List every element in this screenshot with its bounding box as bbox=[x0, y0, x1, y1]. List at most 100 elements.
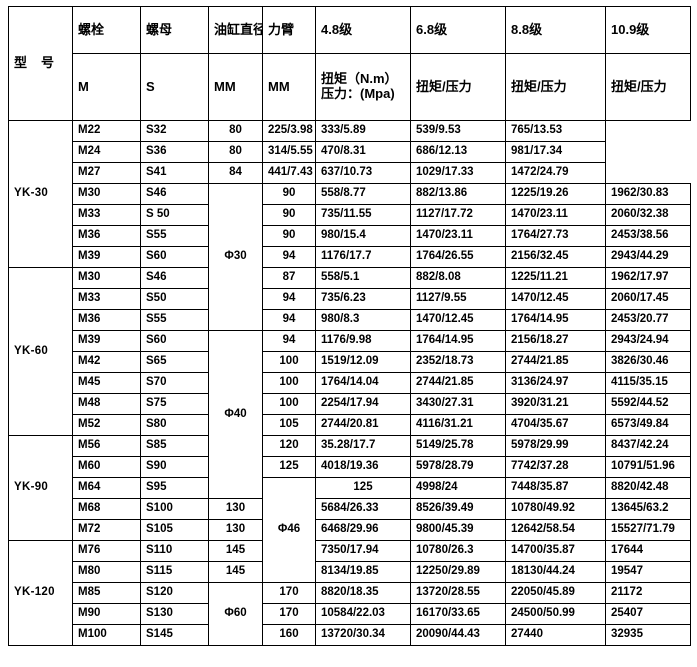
table-row: M30 S46 Φ30 90 558/8.77 882/13.86 1225/19.26 19… bbox=[9, 183, 691, 331]
lever-arm-cell: 90 bbox=[262, 183, 316, 205]
value-grade-4-8-cell: 4998/24 bbox=[410, 477, 506, 499]
value-grade-8-8-cell: 3920/31.21 bbox=[505, 393, 606, 415]
table-row: M33 S50 94 735/6.23 1127/9.55 1470/12.45 2060/… bbox=[9, 288, 691, 310]
bolt-size-cell: M60 bbox=[72, 456, 141, 478]
value-grade-10-9-cell: 25407 bbox=[605, 603, 691, 625]
value-grade-6-8-cell: 882/8.08 bbox=[410, 267, 506, 289]
value-grade-10-9-cell: 2943/44.29 bbox=[605, 246, 691, 268]
table-row: M39 S60 Φ40 94 1176/9.98 1764/14.95 2156/18.27… bbox=[9, 330, 691, 499]
lever-arm-cell: 145 bbox=[208, 540, 263, 562]
table-row: M27 S41 84 441/7.43 637/10.73 1029/17.33 1472/… bbox=[9, 162, 691, 184]
nut-size-cell: S85 bbox=[140, 435, 209, 457]
bolt-size-cell: M52 bbox=[72, 414, 141, 436]
value-grade-6-8-cell: 637/10.73 bbox=[315, 162, 411, 184]
value-grade-10-9-cell: 1962/17.97 bbox=[605, 267, 691, 289]
value-grade-8-8-cell: 3136/24.97 bbox=[505, 372, 606, 394]
bolt-size-cell: M30 bbox=[72, 267, 141, 289]
value-grade-8-8-cell: 7742/37.28 bbox=[505, 456, 606, 478]
header-nut: 螺母 bbox=[140, 6, 209, 54]
value-grade-6-8-cell: 3430/27.31 bbox=[410, 393, 506, 415]
value-grade-10-9-cell: 15527/71.79 bbox=[605, 519, 691, 541]
value-grade-4-8-cell: 735/11.55 bbox=[315, 204, 411, 226]
value-grade-6-8-cell: 2744/21.85 bbox=[410, 372, 506, 394]
nut-size-cell: S95 bbox=[140, 477, 209, 499]
value-grade-6-8-cell: 7448/35.87 bbox=[505, 477, 606, 499]
value-grade-8-8-cell: 1470/23.11 bbox=[505, 204, 606, 226]
value-grade-6-8-cell: 1127/9.55 bbox=[410, 288, 506, 310]
value-grade-10-9-cell: 1962/30.83 bbox=[605, 183, 691, 205]
bolt-size-cell: M30 bbox=[72, 183, 141, 205]
value-grade-8-8-cell: 8820/42.48 bbox=[605, 477, 691, 499]
value-grade-8-8-cell: 1764/27.73 bbox=[505, 225, 606, 247]
nut-size-cell: S65 bbox=[140, 351, 209, 373]
nut-size-cell: S105 bbox=[140, 519, 209, 541]
value-grade-8-8-cell: 4704/35.67 bbox=[505, 414, 606, 436]
value-grade-4-8-cell: 10584/22.03 bbox=[315, 603, 411, 625]
nut-size-cell: S36 bbox=[140, 141, 209, 163]
value-grade-4-8-cell: 558/5.1 bbox=[315, 267, 411, 289]
value-grade-10-9-cell: 1472/24.79 bbox=[505, 162, 606, 184]
nut-size-cell: S60 bbox=[140, 330, 209, 352]
value-grade-4-8-cell: 558/8.77 bbox=[315, 183, 411, 205]
table-row: M36 S55 90 980/15.4 1470/23.11 1764/27.73 2453… bbox=[9, 225, 691, 247]
nut-size-cell: S 50 bbox=[140, 204, 209, 226]
nut-size-cell: S55 bbox=[140, 309, 209, 331]
value-grade-10-9-cell: 2453/38.56 bbox=[605, 225, 691, 247]
cylinder-diameter-cell: Φ40 bbox=[208, 330, 263, 499]
value-grade-4-8-cell: 5684/26.33 bbox=[315, 498, 411, 520]
value-grade-4-8-cell: 441/7.43 bbox=[262, 162, 316, 184]
value-grade-8-8-cell: 1225/11.21 bbox=[505, 267, 606, 289]
value-grade-4-8-cell: 7350/17.94 bbox=[315, 540, 411, 562]
lever-arm-cell: 170 bbox=[262, 582, 316, 604]
nut-size-cell: S115 bbox=[140, 561, 209, 583]
table-row: M48 S75 100 2254/17.94 3430/27.31 3920/31.21 5… bbox=[9, 393, 691, 415]
value-grade-6-8-cell: 13720/28.55 bbox=[410, 582, 506, 604]
unit-bolt-m: M bbox=[72, 53, 141, 121]
value-grade-6-8-cell: 333/5.89 bbox=[315, 120, 411, 142]
unit-torque-pressure-10-9: 扭矩/压力 bbox=[605, 53, 691, 121]
bolt-size-cell: M39 bbox=[72, 246, 141, 268]
bolt-size-cell: M24 bbox=[72, 141, 141, 163]
cylinder-diameter-cell: Φ46 bbox=[262, 477, 316, 583]
unit-torque-pressure-6-8: 扭矩/压力 bbox=[410, 53, 506, 121]
value-grade-4-8-cell: 4018/19.36 bbox=[315, 456, 411, 478]
unit-torque-pressure-8-8: 扭矩/压力 bbox=[505, 53, 606, 121]
value-grade-6-8-cell: 8526/39.49 bbox=[410, 498, 506, 520]
value-grade-4-8-cell: 13720/30.34 bbox=[315, 624, 411, 646]
table-row: YK-120 M76 S110 145 7350/17.94 10780/26.3 1470… bbox=[8, 540, 691, 646]
header-grade-6-8: 6.8级 bbox=[410, 6, 506, 54]
value-grade-8-8-cell: 686/12.13 bbox=[410, 141, 506, 163]
nut-size-cell: S41 bbox=[140, 162, 209, 184]
table-row: M100 S145 160 13720/30.34 20090/44.43 27440 32… bbox=[9, 624, 691, 646]
table-row: M39 S60 94 1176/17.7 1764/26.55 2156/32.45 294… bbox=[9, 246, 691, 268]
lever-arm-cell: 125 bbox=[315, 477, 411, 499]
value-grade-4-8-cell: 735/6.23 bbox=[315, 288, 411, 310]
value-grade-10-9-cell: 765/13.53 bbox=[505, 120, 606, 142]
table-row: YK-60 M30 S46 87 558/5.1 882/8.08 1225/11.21 19… bbox=[8, 267, 691, 436]
lever-arm-cell: 94 bbox=[262, 309, 316, 331]
table-row: M45 S70 100 1764/14.04 2744/21.85 3136/24.97 4… bbox=[9, 372, 691, 394]
value-grade-6-8-cell: 16170/33.65 bbox=[410, 603, 506, 625]
value-grade-10-9-cell: 2453/20.77 bbox=[605, 309, 691, 331]
nut-size-cell: S100 bbox=[140, 498, 209, 520]
nut-size-cell: S80 bbox=[140, 414, 209, 436]
nut-size-cell: S70 bbox=[140, 372, 209, 394]
value-grade-6-8-cell: 12250/29.89 bbox=[410, 561, 506, 583]
bolt-size-cell: M80 bbox=[72, 561, 141, 583]
value-grade-10-9-cell: 10791/51.96 bbox=[605, 456, 691, 478]
value-grade-8-8-cell: 1470/12.45 bbox=[505, 288, 606, 310]
model-name-cell: YK-30 bbox=[8, 120, 73, 268]
bolt-size-cell: M68 bbox=[72, 498, 141, 520]
bolt-size-cell: M56 bbox=[72, 435, 141, 457]
value-grade-6-8-cell: 1470/23.11 bbox=[410, 225, 506, 247]
value-grade-6-8-cell: 20090/44.43 bbox=[410, 624, 506, 646]
value-grade-6-8-cell: 1764/14.95 bbox=[410, 330, 506, 352]
value-grade-8-8-cell: 1764/14.95 bbox=[505, 309, 606, 331]
lever-arm-cell: 130 bbox=[208, 498, 263, 520]
value-grade-10-9-cell: 3826/30.46 bbox=[605, 351, 691, 373]
bolt-size-cell: M45 bbox=[72, 372, 141, 394]
bolt-size-cell: M64 bbox=[72, 477, 141, 499]
value-grade-6-8-cell: 4116/31.21 bbox=[410, 414, 506, 436]
bolt-size-cell: M72 bbox=[72, 519, 141, 541]
